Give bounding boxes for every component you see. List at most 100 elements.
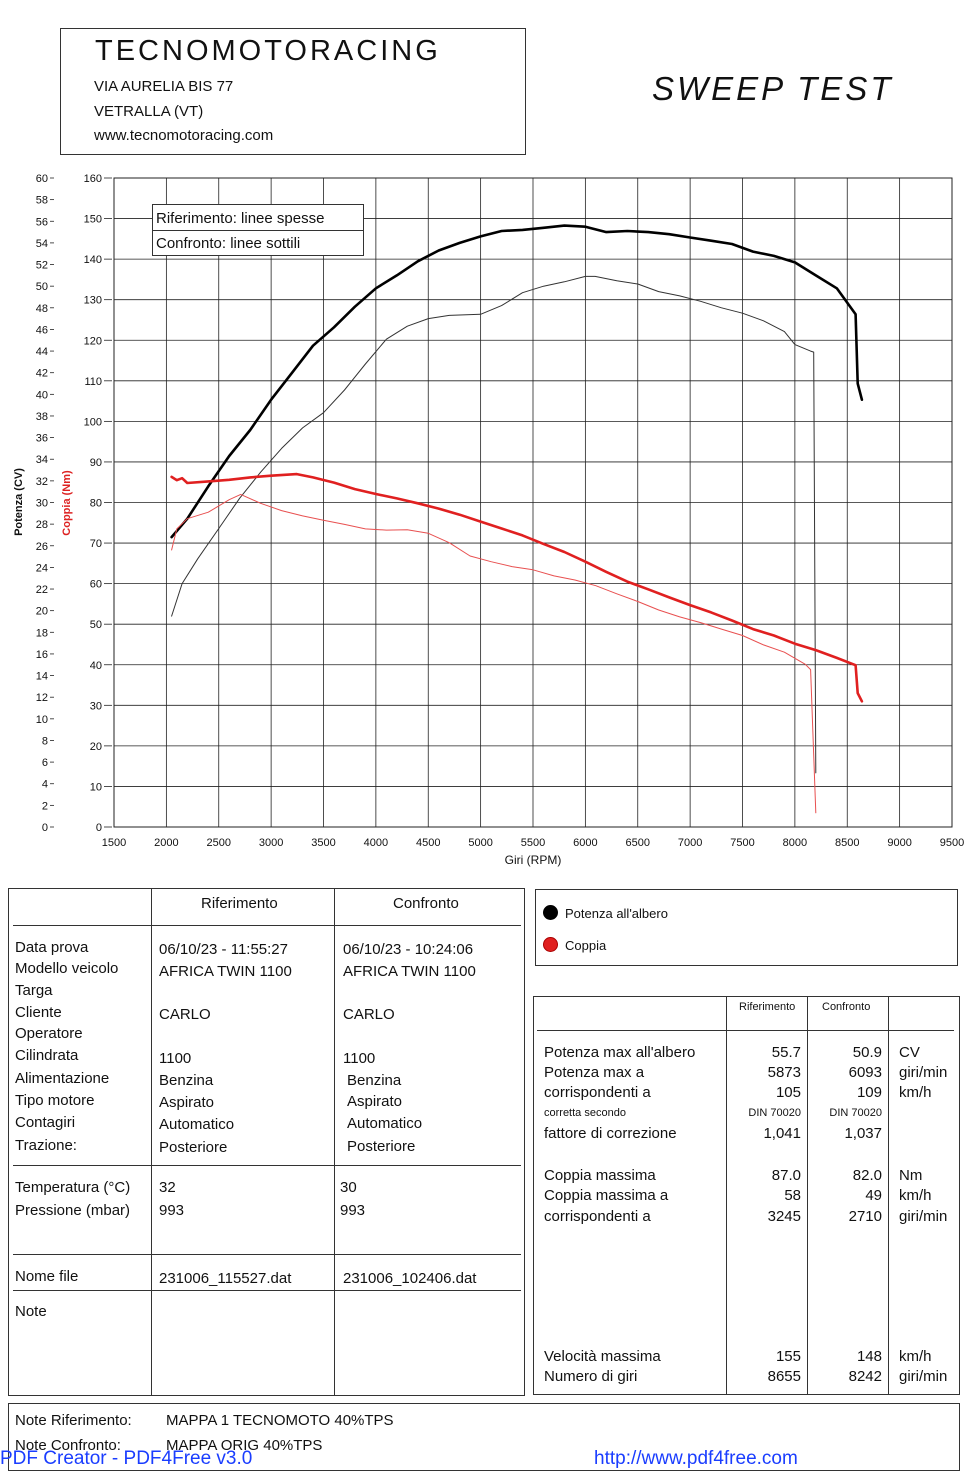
torque-tick-label: 150 xyxy=(84,214,102,226)
result-unit-power-speed: km/h xyxy=(899,1084,932,1101)
label-data-prova: Data prova xyxy=(15,939,89,956)
result-ref-power-rpm: 5873 xyxy=(767,1064,801,1081)
power-tick-label: 16 xyxy=(36,649,48,661)
power-tick-label: 4 xyxy=(42,779,48,791)
torque-tick-label: 60 xyxy=(90,579,102,591)
torque-tick-label: 10 xyxy=(90,781,102,793)
run-legend-reference: Riferimento: linee spesse xyxy=(156,210,325,227)
result-unit-rpm-count: giri/min xyxy=(899,1368,948,1385)
label-operatore: Operatore xyxy=(15,1025,83,1042)
power-tick-label: 26 xyxy=(36,541,48,553)
curve-legend-box: Potenza all'albero Coppia xyxy=(535,889,958,966)
ref-client: CARLO xyxy=(159,1006,211,1023)
label-note: Note xyxy=(15,1303,47,1320)
result-ref-torque-max: 87.0 xyxy=(771,1167,801,1184)
torque-tick-label: 80 xyxy=(90,498,102,510)
conf-client: CARLO xyxy=(343,1006,395,1023)
result-conf-torque-max: 82.0 xyxy=(852,1167,882,1184)
result-unit-torque-speed: km/h xyxy=(899,1187,932,1204)
power-tick-label: 32 xyxy=(36,476,48,488)
result-label-max-speed: Velocità massima xyxy=(544,1348,661,1365)
label-nome-file: Nome file xyxy=(15,1268,79,1285)
ref-tach: Automatico xyxy=(159,1116,235,1133)
result-conf-rpm-count: 8242 xyxy=(848,1368,882,1385)
power-comparison-curve xyxy=(171,275,817,774)
x-axis-title: Giri (RPM) xyxy=(505,853,562,867)
power-tick-label: 14 xyxy=(36,671,48,683)
power-tick-label: 6 xyxy=(42,757,48,769)
label-targa: Targa xyxy=(15,982,53,999)
result-ref-correction-std: DIN 70020 xyxy=(748,1107,801,1119)
x-tick-label: 2000 xyxy=(154,837,178,849)
run-legend-comparison: Confronto: linee sottili xyxy=(156,235,301,252)
result-label-torque-max: Coppia massima xyxy=(544,1167,656,1184)
result-label-power-rpm: Potenza max a xyxy=(544,1064,645,1081)
x-tick-label: 5500 xyxy=(521,837,545,849)
company-name: TECNOMOTORACING xyxy=(95,35,441,67)
label-modello: Modello veicolo xyxy=(15,960,119,977)
power-tick-label: 40 xyxy=(36,389,48,401)
result-ref-power-max: 55.7 xyxy=(771,1044,801,1061)
result-ref-torque-rpm: 3245 xyxy=(767,1208,801,1225)
ref-temperature: 32 xyxy=(159,1179,176,1196)
x-tick-label: 2500 xyxy=(207,837,231,849)
torque-tick-label: 40 xyxy=(90,660,102,672)
power-axis-title: Potenza (CV) xyxy=(13,468,25,536)
result-conf-torque-speed: 49 xyxy=(865,1187,882,1204)
power-tick-label: 46 xyxy=(36,324,48,336)
x-tick-label: 5000 xyxy=(468,837,492,849)
run-legend-box: Riferimento: linee spesse Confronto: lin… xyxy=(152,204,364,256)
result-conf-correction-std: DIN 70020 xyxy=(829,1107,882,1119)
company-header-box: TECNOMOTORACING VIA AURELIA BIS 77 VETRA… xyxy=(60,28,526,155)
power-tick-label: 18 xyxy=(36,627,48,639)
power-tick-label: 20 xyxy=(36,606,48,618)
legend-power-label: Potenza all'albero xyxy=(565,906,668,921)
conf-engine: Aspirato xyxy=(347,1093,403,1110)
torque-tick-label: 70 xyxy=(90,538,102,550)
ref-fuel: Benzina xyxy=(159,1072,214,1089)
power-tick-label: 54 xyxy=(36,238,48,250)
torque-tick-label: 100 xyxy=(84,416,102,428)
result-conf-torque-rpm: 2710 xyxy=(848,1208,882,1225)
torque-tick-label: 50 xyxy=(90,619,102,631)
conf-cc: 1100 xyxy=(343,1050,376,1067)
conf-model: AFRICA TWIN 1100 xyxy=(343,963,476,980)
result-conf-max-speed: 148 xyxy=(856,1348,882,1365)
ref-cc: 1100 xyxy=(159,1050,192,1067)
x-tick-label: 8500 xyxy=(835,837,859,849)
x-tick-label: 9500 xyxy=(940,837,964,849)
conf-tach: Automatico xyxy=(347,1115,423,1132)
result-ref-rpm-count: 8655 xyxy=(767,1368,801,1385)
result-ref-max-speed: 155 xyxy=(775,1348,801,1365)
torque-tick-label: 20 xyxy=(90,741,102,753)
torque-tick-label: 140 xyxy=(84,254,102,266)
label-pressione: Pressione (mbar) xyxy=(15,1202,131,1219)
run-notes-box: Note Riferimento: MAPPA 1 TECNOMOTO 40%T… xyxy=(8,1403,960,1471)
result-label-power-max: Potenza max all'albero xyxy=(544,1044,696,1061)
label-temperatura: Temperatura (°C) xyxy=(15,1179,131,1196)
pdf4free-link[interactable]: http://www.pdf4free.com xyxy=(594,1448,798,1469)
info-col-reference: Riferimento xyxy=(201,895,278,912)
power-tick-label: 36 xyxy=(36,433,48,445)
dyno-chart: 1500 2000 2500 3000 3500 4000 4500 5000 5500 6000… xyxy=(13,173,964,867)
power-tick-label: 30 xyxy=(36,498,48,510)
label-contagiri: Contagiri xyxy=(15,1114,76,1131)
x-tick-label: 4500 xyxy=(416,837,440,849)
conf-date: 06/10/23 - 10:24:06 xyxy=(343,941,474,958)
power-tick-label: 44 xyxy=(36,346,48,358)
x-tick-label: 3500 xyxy=(311,837,335,849)
torque-tick-label: 160 xyxy=(84,173,102,185)
note-comparison-value: MAPPA ORIG 40%TPS xyxy=(166,1437,323,1454)
x-tick-label: 7000 xyxy=(678,837,702,849)
conf-drive: Posteriore xyxy=(347,1138,416,1155)
result-ref-power-speed: 105 xyxy=(775,1084,801,1101)
results-col-reference: Riferimento xyxy=(739,1001,796,1013)
torque-tick-label: 130 xyxy=(84,295,102,307)
note-comparison-label: Note Confronto: xyxy=(15,1437,121,1454)
conf-fuel: Benzina xyxy=(347,1072,402,1089)
power-tick-label: 42 xyxy=(36,368,48,380)
results-table: Riferimento Confronto Potenza max all'al… xyxy=(533,996,960,1395)
label-cliente: Cliente xyxy=(15,1004,62,1021)
result-label-torque-rpm: corrispondenti a xyxy=(544,1208,651,1225)
